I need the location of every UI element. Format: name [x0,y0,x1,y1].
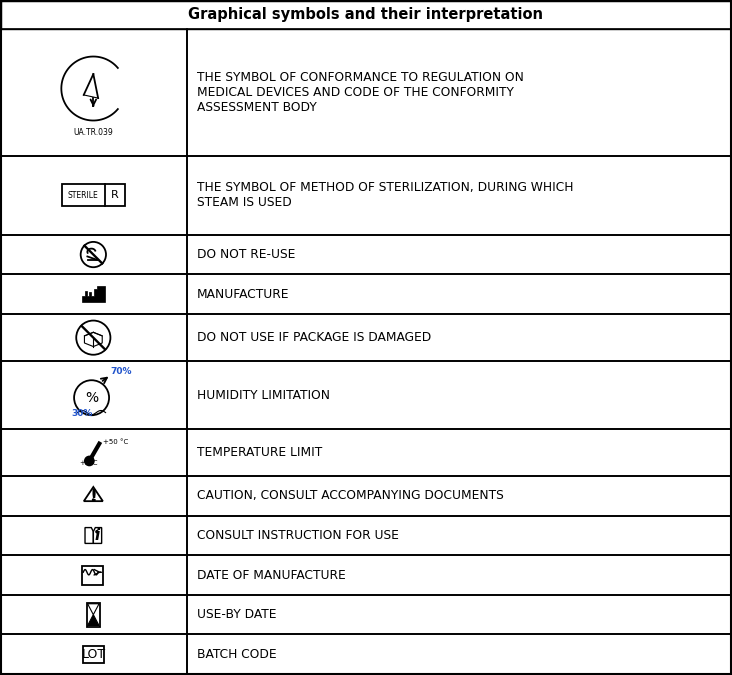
Circle shape [95,530,99,533]
Bar [86,603,100,626]
Bar [1,156,187,235]
Text: USE-BY DATE: USE-BY DATE [197,608,276,621]
Text: !: ! [89,487,97,506]
Bar [1,634,187,674]
Text: 30%: 30% [71,409,92,418]
Text: R: R [111,190,119,200]
Bar [187,516,731,556]
Bar [187,634,731,674]
Bar [1,314,187,361]
Bar [187,556,731,595]
Text: MANUFACTURE: MANUFACTURE [197,288,289,300]
Text: Graphical symbols and their interpretation: Graphical symbols and their interpretati… [189,7,543,22]
Bar [187,476,731,516]
Bar [187,429,731,476]
Text: THE SYMBOL OF CONFORMANCE TO REGULATION ON
MEDICAL DEVICES AND CODE OF THE CONFO: THE SYMBOL OF CONFORMANCE TO REGULATION … [197,71,523,114]
Text: +50 °C: +50 °C [103,439,129,445]
Bar [1,1,731,29]
Circle shape [85,456,94,466]
Bar [1,595,187,634]
Bar [187,235,731,274]
Bar [1,361,187,429]
Text: %: % [85,391,98,405]
Bar [187,156,731,235]
Text: DATE OF MANUFACTURE: DATE OF MANUFACTURE [197,568,346,582]
Text: CAUTION, CONSULT ACCOMPANYING DOCUMENTS: CAUTION, CONSULT ACCOMPANYING DOCUMENTS [197,489,504,502]
Polygon shape [82,286,105,302]
Text: UA.TR.039: UA.TR.039 [73,128,113,137]
Text: TEMPERATURE LIMIT: TEMPERATURE LIMIT [197,446,322,459]
Text: 70%: 70% [110,367,132,376]
Bar [83,646,104,663]
Bar [187,314,731,361]
Text: DO NOT RE-USE: DO NOT RE-USE [197,248,295,261]
Bar [1,556,187,595]
Bar [1,235,187,274]
Bar [1,476,187,516]
Text: i: i [94,528,100,543]
Bar [187,361,731,429]
Circle shape [92,498,95,502]
Bar [61,184,125,206]
Text: THE SYMBOL OF METHOD OF STERILIZATION, DURING WHICH
STEAM IS USED: THE SYMBOL OF METHOD OF STERILIZATION, D… [197,181,573,209]
Bar [1,429,187,476]
Bar [82,566,102,585]
Text: DO NOT USE IF PACKAGE IS DAMAGED: DO NOT USE IF PACKAGE IS DAMAGED [197,331,431,344]
Bar [1,29,187,156]
Text: STERILE: STERILE [68,191,99,200]
Text: HUMIDITY LIMITATION: HUMIDITY LIMITATION [197,389,329,402]
Text: CONSULT INSTRUCTION FOR USE: CONSULT INSTRUCTION FOR USE [197,529,398,542]
Bar [1,274,187,314]
Text: +5°C: +5°C [79,460,97,466]
Bar [187,595,731,634]
Bar [1,516,187,556]
Polygon shape [88,615,99,626]
Bar [187,29,731,156]
Bar [187,274,731,314]
Text: BATCH CODE: BATCH CODE [197,648,276,661]
Text: LOT: LOT [81,648,105,661]
